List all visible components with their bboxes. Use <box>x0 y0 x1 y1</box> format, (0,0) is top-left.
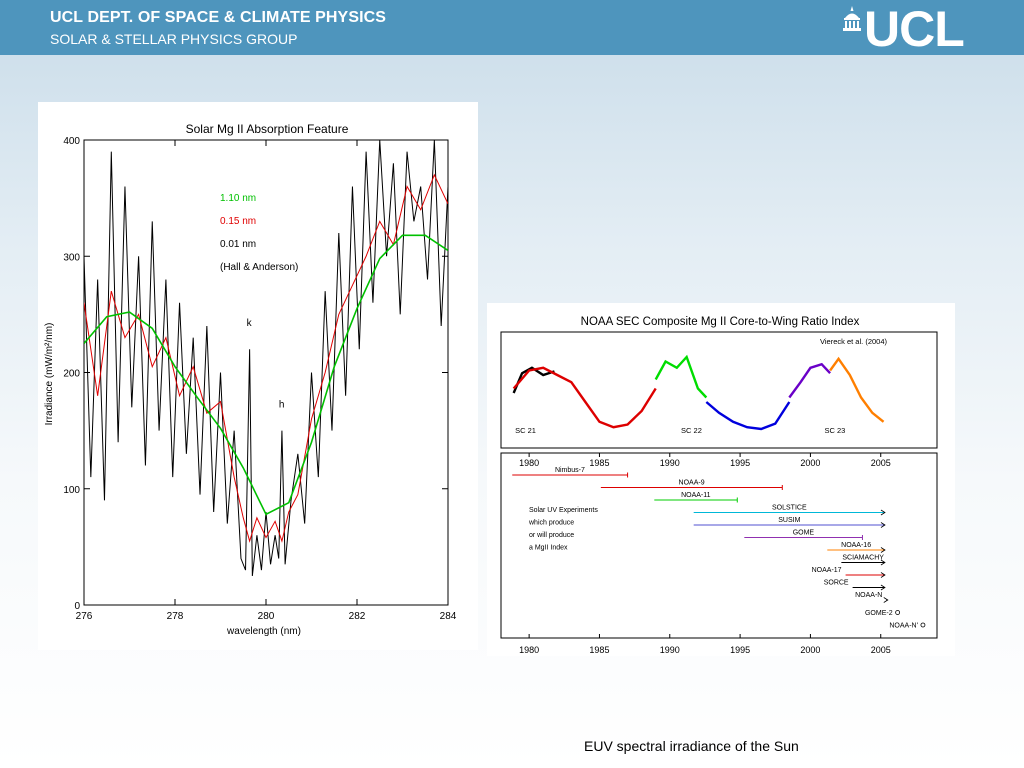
chart1-series-line <box>84 140 448 576</box>
chart2-xtick-label-bottom: 1990 <box>660 645 680 655</box>
group-subtitle: SOLAR & STELLAR PHYSICS GROUP <box>50 31 298 47</box>
chart1-ylabel: Irradiance (mW/m²/nm) <box>44 323 55 426</box>
chart1-legend-entry: 0.01 nm <box>220 239 256 250</box>
portico-icon <box>843 6 861 31</box>
chart2-instrument-arrow <box>880 547 886 553</box>
chart2-instrument-label: SOLSTICE <box>772 505 807 512</box>
chart2-instrument-label: NOAA-9 <box>679 480 705 487</box>
chart2-index-line <box>705 401 791 431</box>
ucl-logo: UCL <box>864 1 965 57</box>
noaa-mgii-index-chart: NOAA SEC Composite Mg II Core-to-Wing Ra… <box>500 316 938 655</box>
chart2-title: NOAA SEC Composite Mg II Core-to-Wing Ra… <box>581 316 860 328</box>
chart1-title: Solar Mg II Absorption Feature <box>186 122 349 136</box>
chart2-xtick-label: 1990 <box>660 458 680 468</box>
chart1-line-annotation: h <box>279 399 285 410</box>
mgii-absorption-figure: Solar Mg II Absorption Feature 276 278 280… <box>38 102 478 650</box>
chart2-xtick-label-bottom: 2005 <box>871 645 891 655</box>
chart2-instrument-label: NOAA-16 <box>841 542 871 549</box>
chart2-instrument-label: SORCE <box>824 580 849 587</box>
department-title: UCL DEPT. OF SPACE & CLIMATE PHYSICS <box>50 9 387 26</box>
chart1-frame <box>83 139 449 606</box>
chart2-top-frame <box>500 331 938 449</box>
chart2-instrument-arrow <box>880 522 886 528</box>
chart2-xtick-label-bottom: 2000 <box>800 645 820 655</box>
chart2-index-line <box>512 366 657 429</box>
chart2-instrument-arrow <box>880 509 886 516</box>
chart2-citation: Viereck et al. (2004) <box>820 337 887 346</box>
chart1-ytick-label: 100 <box>63 485 80 496</box>
chart1-xtick-label: 280 <box>258 611 275 622</box>
chart2-index-line <box>829 356 885 423</box>
chart2-xtick-label: 2000 <box>800 458 820 468</box>
chart2-index-line <box>788 362 831 399</box>
chart2-instrument-label: Nimbus-7 <box>555 467 585 474</box>
noaa-mgii-index-figure: NOAA SEC Composite Mg II Core-to-Wing Ra… <box>487 303 955 656</box>
chart2-xtick-label-bottom: 1985 <box>589 645 609 655</box>
chart2-instruments-note: a MgII Index <box>529 545 568 552</box>
chart2-bottom-frame <box>500 452 938 639</box>
chart2-xtick-label-bottom: 1980 <box>519 645 539 655</box>
chart2-instrument-label: SUSIM <box>778 517 800 524</box>
chart2-instrument-label: NOAA-17 <box>812 567 842 574</box>
chart2-index-line <box>512 366 555 394</box>
chart1-xlabel: wavelength (nm) <box>226 626 301 637</box>
chart2-instrument-label: NOAA-N' <box>889 623 918 630</box>
chart1-ytick-label: 300 <box>63 252 80 263</box>
chart2-instruments-note: Solar UV Experiments <box>529 507 598 514</box>
mgii-absorption-chart: Solar Mg II Absorption Feature 276 278 280… <box>44 122 457 637</box>
chart2-instrument-arrow <box>880 584 886 591</box>
chart1-legend-entry: 0.15 nm <box>220 216 256 227</box>
chart2-instrument-marker <box>895 610 901 615</box>
chart1-xtick-label: 278 <box>167 611 184 622</box>
chart2-index-line <box>654 354 708 399</box>
chart2-instrument-arrow <box>883 597 889 603</box>
chart2-xtick-label: 2005 <box>871 458 891 468</box>
chart2-cycle-label: SC 21 <box>515 426 536 435</box>
chart2-instrument-label: NOAA-N <box>855 592 882 599</box>
chart2-xtick-label: 1980 <box>519 458 539 468</box>
chart1-legend-entry: 1.10 nm <box>220 193 256 204</box>
chart1-xtick-label: 282 <box>349 611 366 622</box>
chart2-xtick-label: 1995 <box>730 458 750 468</box>
chart2-cycle-label: SC 22 <box>681 426 702 435</box>
chart2-instrument-marker <box>920 622 926 628</box>
figure-caption: EUV spectral irradiance of the Sun <box>584 738 799 754</box>
chart2-instrument-arrow <box>880 572 886 578</box>
chart2-instrument-label: NOAA-11 <box>681 492 711 499</box>
chart2-instrument-label: GOME-2 <box>865 610 893 617</box>
chart2-xtick-label-bottom: 1995 <box>730 645 750 655</box>
chart2-instruments-note: which produce <box>528 520 574 527</box>
chart2-instrument-label: GOME <box>793 530 815 537</box>
chart2-instrument-arrow <box>880 559 886 566</box>
chart2-instruments-note: or will produce <box>529 532 574 539</box>
chart1-series-line <box>84 234 448 516</box>
header-bar: UCL DEPT. OF SPACE & CLIMATE PHYSICS SOL… <box>0 0 1024 55</box>
chart1-ytick-label: 400 <box>63 136 80 147</box>
chart1-ytick-label: 200 <box>63 369 80 380</box>
chart1-xtick-label: 276 <box>76 611 93 622</box>
chart2-cycle-label: SC 23 <box>824 426 845 435</box>
chart2-xtick-label: 1985 <box>589 458 609 468</box>
chart1-ytick-label: 0 <box>74 601 80 612</box>
chart1-series-line <box>84 173 448 543</box>
chart2-instrument-label: SCIAMACHY <box>842 555 884 562</box>
chart1-legend-entry: (Hall & Anderson) <box>220 262 298 273</box>
chart1-xtick-label: 284 <box>440 611 457 622</box>
chart1-line-annotation: k <box>247 318 253 329</box>
